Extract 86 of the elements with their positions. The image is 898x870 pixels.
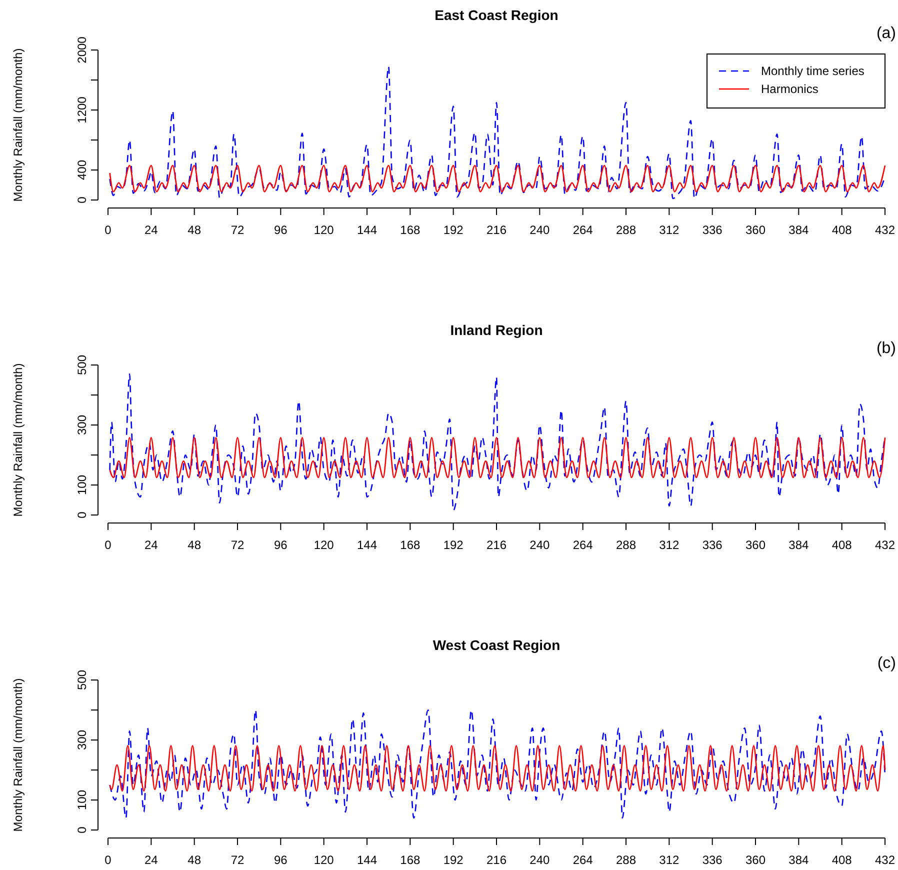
x-tick-label: 336	[702, 853, 723, 867]
x-tick-label: 144	[356, 223, 378, 237]
x-tick-label: 360	[745, 538, 766, 552]
y-tick-label: 2000	[75, 36, 89, 64]
x-tick-label: 144	[356, 538, 378, 552]
x-tick-label: 216	[486, 853, 507, 867]
y-tick-label: 400	[75, 160, 89, 180]
chart-title: Inland Region	[450, 322, 543, 338]
x-tick-label: 240	[530, 853, 550, 867]
line-series	[109, 745, 886, 792]
y-tick-label: 0	[75, 196, 89, 204]
chart-title: West Coast Region	[432, 637, 560, 653]
y-axis-title: Monthly Rainfall (mm/month)	[11, 678, 25, 832]
x-tick-label: 120	[314, 853, 334, 867]
x-tick-label: 24	[144, 223, 158, 237]
line-series	[109, 436, 886, 478]
x-tick-label: 288	[616, 223, 636, 237]
x-tick-label: 408	[832, 853, 852, 867]
text: (a)	[876, 25, 896, 42]
x-tick-label: 48	[188, 538, 202, 552]
line-series	[109, 66, 886, 200]
line-series	[109, 164, 886, 192]
x-tick-label: 72	[230, 223, 244, 237]
x-tick-label: 24	[144, 538, 158, 552]
x-tick-label: 408	[832, 223, 852, 237]
x-tick-label: 360	[745, 223, 766, 237]
chart-title: East Coast Region	[434, 7, 558, 23]
x-tick-label: 264	[572, 223, 594, 237]
y-axis-title: Monthly Rainfall (mm/month)	[11, 48, 25, 202]
x-tick-label: 336	[702, 538, 723, 552]
x-tick-label: 0	[104, 223, 112, 237]
x-tick-label: 0	[104, 853, 112, 867]
x-tick-label: 264	[572, 853, 594, 867]
x-tick-label: 312	[659, 223, 680, 237]
x-tick-label: 384	[788, 538, 809, 552]
x-tick-label: 288	[616, 853, 636, 867]
x-tick-label: 432	[874, 853, 896, 867]
y-axis-title: Monthly Rainfall (mm/month)	[11, 363, 25, 517]
x-tick-label: 288	[616, 538, 636, 552]
y-tick-label: 500	[75, 670, 89, 690]
y-tick-label: 300	[75, 414, 89, 436]
legend-label: Harmonics	[761, 82, 818, 96]
x-tick-label: 192	[443, 853, 464, 867]
y-tick-label: 0	[75, 511, 89, 518]
x-tick-label: 384	[788, 223, 809, 237]
y-tick-label: 0	[75, 826, 89, 834]
y-tick-label: 100	[75, 474, 89, 496]
x-tick-label: 240	[530, 538, 550, 552]
legend-label: Monthly time series	[761, 64, 864, 78]
y-tick-label: 1200	[75, 96, 89, 124]
x-tick-label: 96	[274, 538, 288, 552]
x-tick-label: 96	[274, 223, 288, 237]
x-tick-label: 96	[274, 853, 288, 867]
x-tick-label: 432	[874, 538, 896, 552]
x-tick-label: 144	[356, 853, 378, 867]
x-tick-label: 408	[832, 538, 852, 552]
x-tick-label: 168	[400, 853, 420, 867]
x-tick-label: 168	[400, 223, 420, 237]
x-tick-label: 312	[659, 538, 680, 552]
x-tick-label: 48	[188, 853, 202, 867]
y-tick-label: 500	[75, 354, 89, 376]
x-tick-label: 216	[486, 223, 507, 237]
text: (c)	[877, 655, 896, 672]
x-tick-label: 48	[188, 223, 202, 237]
x-tick-label: 192	[443, 538, 464, 552]
x-tick-label: 432	[874, 223, 896, 237]
x-tick-label: 240	[530, 223, 550, 237]
x-tick-label: 384	[788, 853, 809, 867]
x-tick-label: 216	[486, 538, 507, 552]
x-tick-label: 120	[314, 223, 334, 237]
line-series	[109, 373, 886, 512]
line-series	[109, 709, 886, 819]
x-tick-label: 0	[104, 538, 112, 552]
x-tick-label: 264	[572, 538, 594, 552]
x-tick-label: 168	[400, 538, 420, 552]
x-tick-label: 312	[659, 853, 680, 867]
x-tick-label: 120	[314, 538, 334, 552]
x-tick-label: 72	[230, 538, 244, 552]
x-tick-label: 72	[230, 853, 244, 867]
x-tick-label: 336	[702, 223, 723, 237]
y-tick-label: 100	[75, 790, 89, 810]
x-tick-label: 360	[745, 853, 766, 867]
x-tick-label: 24	[144, 853, 158, 867]
text: (b)	[876, 340, 896, 357]
x-tick-label: 192	[443, 223, 464, 237]
y-tick-label: 300	[75, 730, 89, 750]
